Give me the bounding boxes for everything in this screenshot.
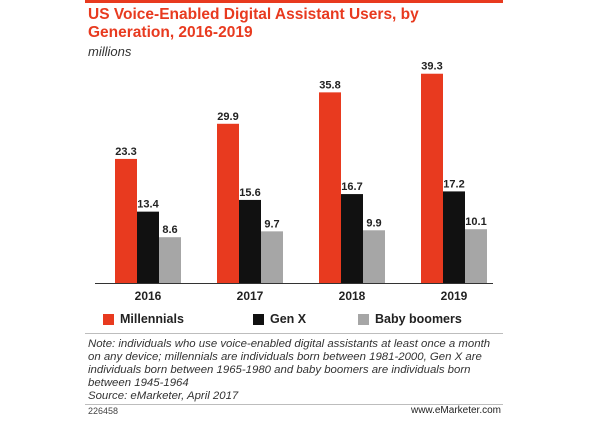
data-label-gen-x-2019: 17.2 [443,178,464,190]
bar-millennials-2018 [319,92,341,283]
legend-swatch [358,313,369,325]
data-label-millennials-2016: 23.3 [115,146,136,158]
data-label-baby-boomers-2018: 9.9 [366,217,381,229]
bar-baby-boomers-2016 [159,237,181,283]
legend-item-baby-boomers: Baby boomers [358,310,462,328]
bar-gen-x-2018 [341,194,363,283]
data-label-baby-boomers-2019: 10.1 [465,216,486,228]
bar-baby-boomers-2018 [363,230,385,283]
legend-swatch [103,313,114,325]
bar-millennials-2019 [421,73,443,283]
data-label-baby-boomers-2017: 9.7 [264,218,279,230]
legend-label: Millennials [120,312,184,326]
bar-millennials-2016 [115,158,137,283]
emarketer-link[interactable]: www.eMarketer.com [410,405,501,416]
chart-card: US Voice-Enabled Digital Assistant Users… [85,0,505,423]
x-tick-label-2018: 2018 [339,289,366,303]
bar-chart: 23.3 13.4 8.6 2016 29.9 15.6 9.7 2017 35.8 16.7 9.… [95,61,493,303]
chart-note: Note: individuals who use voice-enabled … [88,338,491,389]
data-label-millennials-2019: 39.3 [421,61,442,73]
legend-item-millennials: Millennials [103,310,184,328]
bar-gen-x-2016 [137,211,159,283]
chart-title: US Voice-Enabled Digital Assistant Users… [88,6,419,41]
chart-source: Source: eMarketer, April 2017 [88,390,239,402]
data-label-millennials-2017: 29.9 [217,111,238,123]
legend-label: Baby boomers [375,312,462,326]
chart-id: 226458 [88,406,119,416]
bar-baby-boomers-2019 [465,229,487,283]
data-label-gen-x-2016: 13.4 [137,199,159,211]
data-label-gen-x-2018: 16.7 [341,181,362,193]
data-label-gen-x-2017: 15.6 [239,187,260,199]
bar-baby-boomers-2017 [261,231,283,283]
footer-divider [85,404,503,405]
bar-gen-x-2019 [443,191,465,283]
bar-millennials-2017 [217,123,239,283]
chart-subtitle: millions [88,44,132,59]
legend-swatch [253,313,264,325]
bar-gen-x-2017 [239,199,261,283]
data-label-baby-boomers-2016: 8.6 [162,224,177,236]
x-tick-label-2017: 2017 [237,289,264,303]
data-label-millennials-2018: 35.8 [319,79,340,91]
note-divider [85,333,503,334]
legend-item-gen-x: Gen X [253,310,306,328]
x-tick-label-2016: 2016 [135,289,162,303]
legend-label: Gen X [270,312,307,326]
x-tick-label-2019: 2019 [441,289,468,303]
chart-legend: Millennials Gen X Baby boomers [103,310,503,328]
title-rule [85,0,503,3]
